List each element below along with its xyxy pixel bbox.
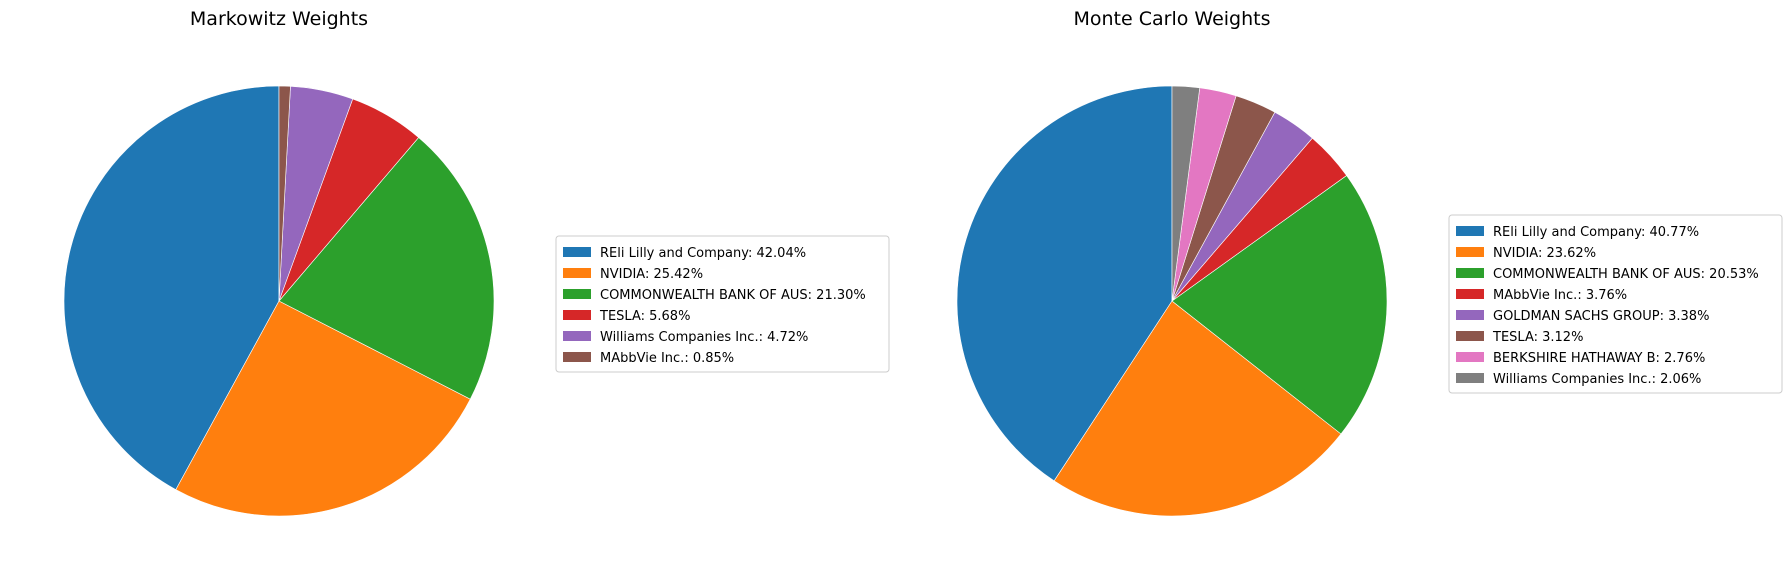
- markowitz-weights-legend-label-williams-companies-inc: Williams Companies Inc.: 4.72%: [600, 330, 808, 345]
- markowitz-weights-legend-swatch-reli-lilly-and-company: [563, 247, 591, 257]
- markowitz-weights-legend: REli Lilly and Company: 42.04% NVIDIA: 25…: [555, 235, 890, 373]
- markowitz-weights-legend-label-nvidia: NVIDIA: 25.42%: [600, 267, 703, 282]
- markowitz-weights-legend-swatch-commonwealth-bank-of-aus: [563, 289, 591, 299]
- monte-carlo-weights-legend-label-reli-lilly-and-company: REli Lilly and Company: 40.77%: [1493, 225, 1699, 240]
- monte-carlo-weights-slice-williams-companies-inc: [1171, 85, 1201, 302]
- markowitz-weights-chart: Markowitz Weights REli Lilly and Company:…: [63, 8, 890, 517]
- markowitz-weights-slice-reli-lilly-and-company: [63, 85, 280, 491]
- monte-carlo-weights-legend-swatch-mabbvie-inc: [1456, 289, 1484, 299]
- monte-carlo-weights-title: Monte Carlo Weights: [1074, 8, 1271, 30]
- markowitz-weights-legend-swatch-mabbvie-inc: [563, 352, 591, 362]
- markowitz-weights-legend-frame: [555, 235, 890, 373]
- markowitz-weights-legend-label-commonwealth-bank-of-aus: COMMONWEALTH BANK OF AUS: 21.30%: [600, 288, 866, 303]
- monte-carlo-weights-legend-label-goldman-sachs-group: GOLDMAN SACHS GROUP: 3.38%: [1493, 309, 1709, 324]
- monte-carlo-weights-slice-commonwealth-bank-of-aus: [1171, 175, 1388, 435]
- monte-carlo-weights-legend-label-nvidia: NVIDIA: 23.62%: [1493, 246, 1596, 261]
- monte-carlo-weights-legend-label-berkshire-hathaway-b: BERKSHIRE HATHAWAY B: 2.76%: [1493, 351, 1705, 366]
- monte-carlo-weights-legend-swatch-commonwealth-bank-of-aus: [1456, 268, 1484, 278]
- markowitz-weights-slice-nvidia: [175, 300, 471, 517]
- markowitz-weights-slice-mabbvie-inc: [278, 85, 291, 302]
- markowitz-weights-legend-swatch-tesla: [563, 310, 591, 320]
- monte-carlo-weights-legend-swatch-williams-companies-inc: [1456, 373, 1484, 383]
- monte-carlo-weights-legend-swatch-nvidia: [1456, 247, 1484, 257]
- monte-carlo-weights-chart: Monte Carlo Weights REli Lilly and Compan…: [956, 8, 1783, 517]
- monte-carlo-weights-legend-label-mabbvie-inc: MAbbVie Inc.: 3.76%: [1493, 288, 1627, 303]
- markowitz-weights-legend-label-tesla: TESLA: 5.68%: [599, 309, 690, 324]
- monte-carlo-weights-legend-label-commonwealth-bank-of-aus: COMMONWEALTH BANK OF AUS: 20.53%: [1493, 267, 1759, 282]
- markowitz-weights-slice-commonwealth-bank-of-aus: [278, 137, 495, 400]
- markowitz-weights-legend-swatch-williams-companies-inc: [563, 331, 591, 341]
- monte-carlo-weights-legend: REli Lilly and Company: 40.77% NVIDIA: 23…: [1448, 214, 1783, 394]
- monte-carlo-weights-legend-swatch-tesla: [1456, 331, 1484, 341]
- markowitz-weights-title: Markowitz Weights: [190, 8, 368, 30]
- monte-carlo-weights-legend-label-tesla: TESLA: 3.12%: [1492, 330, 1583, 345]
- monte-carlo-weights-legend-label-williams-companies-inc: Williams Companies Inc.: 2.06%: [1493, 372, 1701, 387]
- monte-carlo-weights-legend-swatch-goldman-sachs-group: [1456, 310, 1484, 320]
- markowitz-weights-legend-label-reli-lilly-and-company: REli Lilly and Company: 42.04%: [600, 246, 806, 261]
- markowitz-weights-legend-label-mabbvie-inc: MAbbVie Inc.: 0.85%: [600, 351, 734, 366]
- monte-carlo-weights-slice-nvidia: [1053, 300, 1342, 517]
- monte-carlo-weights-slice-reli-lilly-and-company: [956, 85, 1173, 482]
- monte-carlo-weights-legend-swatch-berkshire-hathaway-b: [1456, 352, 1484, 362]
- markowitz-weights-legend-swatch-nvidia: [563, 268, 591, 278]
- monte-carlo-weights-legend-swatch-reli-lilly-and-company: [1456, 226, 1484, 236]
- monte-carlo-weights-pie: [956, 85, 1388, 517]
- monte-carlo-weights-legend-frame: [1448, 214, 1783, 394]
- markowitz-weights-pie: [63, 85, 495, 517]
